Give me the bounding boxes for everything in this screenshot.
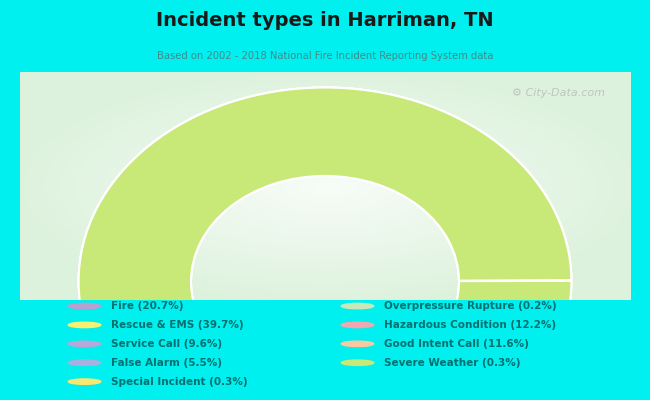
Wedge shape — [79, 88, 571, 400]
Wedge shape — [91, 123, 248, 248]
Circle shape — [341, 341, 374, 346]
Text: Special Incident (0.3%): Special Incident (0.3%) — [111, 377, 247, 387]
Circle shape — [341, 303, 374, 309]
Wedge shape — [79, 88, 571, 400]
Wedge shape — [185, 88, 470, 196]
Text: Rescue & EMS (39.7%): Rescue & EMS (39.7%) — [111, 320, 243, 330]
Text: Severe Weather (0.3%): Severe Weather (0.3%) — [384, 358, 520, 368]
Text: Hazardous Condition (12.2%): Hazardous Condition (12.2%) — [384, 320, 556, 330]
Wedge shape — [79, 224, 197, 280]
Circle shape — [68, 322, 101, 328]
Text: Good Intent Call (11.6%): Good Intent Call (11.6%) — [384, 339, 528, 349]
Wedge shape — [457, 248, 571, 280]
Wedge shape — [406, 127, 535, 226]
Text: False Alarm (5.5%): False Alarm (5.5%) — [111, 358, 222, 368]
Text: ⚙ City-Data.com: ⚙ City-Data.com — [512, 88, 605, 98]
Circle shape — [68, 303, 101, 309]
Text: Incident types in Harriman, TN: Incident types in Harriman, TN — [156, 11, 494, 30]
Wedge shape — [440, 182, 567, 262]
Text: Service Call (9.6%): Service Call (9.6%) — [111, 339, 222, 349]
Circle shape — [68, 360, 101, 366]
Text: Overpressure Rupture (0.2%): Overpressure Rupture (0.2%) — [384, 301, 556, 311]
Text: Fire (20.7%): Fire (20.7%) — [111, 301, 183, 311]
Wedge shape — [79, 88, 571, 400]
Circle shape — [341, 322, 374, 328]
Text: Based on 2002 - 2018 National Fire Incident Reporting System data: Based on 2002 - 2018 National Fire Incid… — [157, 51, 493, 61]
Circle shape — [68, 379, 101, 384]
Circle shape — [341, 360, 374, 366]
Circle shape — [68, 341, 101, 346]
